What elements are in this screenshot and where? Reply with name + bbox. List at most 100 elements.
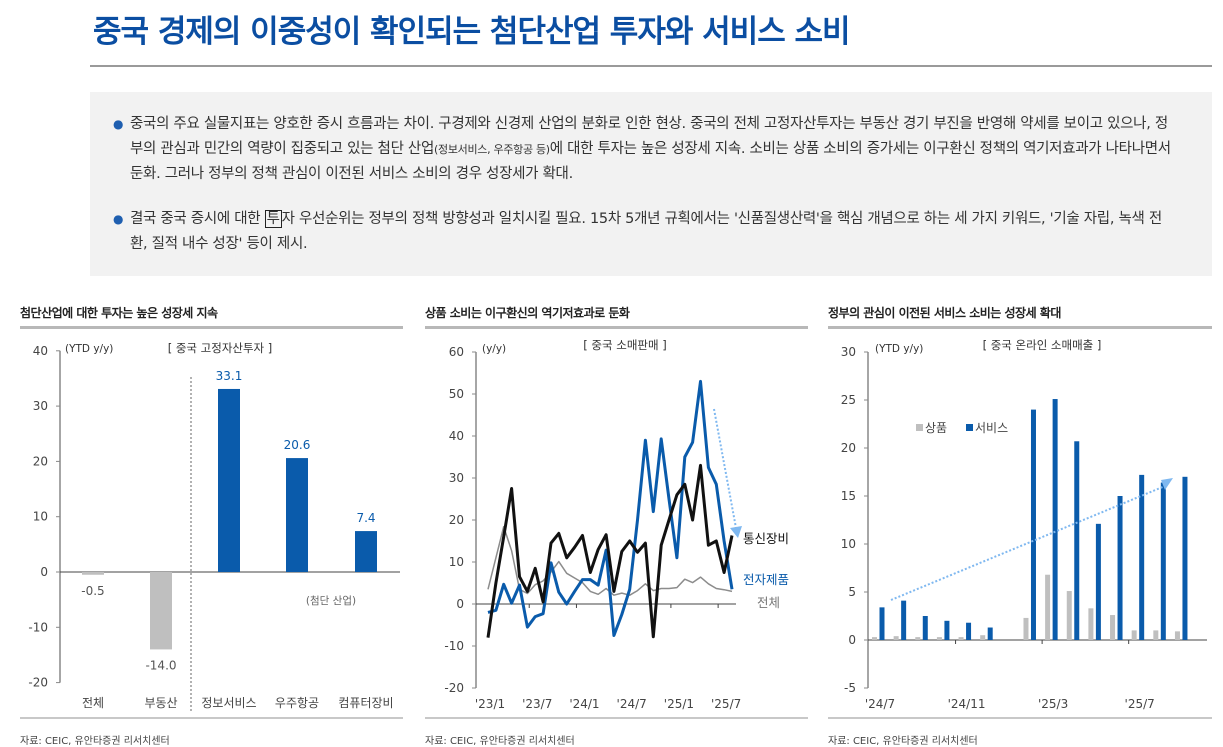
chart-1-bottom-rule (20, 717, 403, 719)
x-tick-label: '25/3 (1038, 697, 1068, 711)
chart-1-title-rule (20, 326, 403, 329)
y-tick-label: -20 (444, 681, 464, 695)
bar-goods-25/3 (1045, 574, 1051, 640)
y-tick-label: 15 (841, 489, 856, 503)
chart-1-panel-title: 첨단산업에 대한 투자는 높은 성장세 지속 (20, 306, 218, 320)
y-tick-label: 0 (456, 597, 464, 611)
bar-services-24/9 (922, 616, 928, 640)
bar-전체 (82, 572, 104, 575)
bar-goods-25/2 (1023, 617, 1029, 640)
bullet-2-text-b: 자 우선순위는 정부의 정책 방향성과 일치시킬 필요. 15차 5개년 규획에… (130, 211, 1162, 252)
bar-goods-25/5 (1088, 608, 1094, 640)
y-tick-label: 10 (33, 510, 48, 524)
x-tick-label: '24/7 (617, 697, 647, 711)
y-tick-label: 25 (841, 393, 856, 407)
bar-services-25/7 (1139, 474, 1145, 640)
arrow-head-icon (730, 526, 742, 538)
bar-goods-25/7 (1131, 630, 1137, 640)
bar-정보서비스 (218, 388, 240, 572)
bullet-2-text-a: 결국 중국 증시에 대한 (130, 211, 265, 227)
bar-goods-25/9 (1174, 631, 1180, 640)
y-tick-label: -10 (444, 639, 464, 653)
bar-goods-25/8 (1153, 630, 1159, 640)
y-tick-label: 0 (848, 633, 856, 647)
bar-services-24/11 (966, 622, 972, 640)
data-label: 33.1 (216, 369, 243, 383)
legend-label: 서비스 (975, 421, 1008, 435)
chart-2-source: 자료: CEIC, 유안타증권 리서치센터 (425, 736, 575, 747)
legend-swatch-goods (916, 424, 923, 431)
y-tick-label: -20 (28, 676, 48, 690)
y-tick-label: 60 (449, 345, 464, 359)
x-category-label: 컴퓨터장비 (338, 696, 393, 710)
x-tick-label: '24/1 (569, 697, 599, 711)
bar-services-25/8 (1160, 482, 1166, 640)
bar-goods-25/6 (1110, 615, 1116, 640)
series-line-전자제품 (487, 379, 734, 637)
bar-goods-24/12 (980, 635, 986, 640)
chart-3-bottom-rule (828, 717, 1212, 719)
chart-3-source: 자료: CEIC, 유안타증권 리서치센터 (828, 736, 978, 747)
y-tick-label: 30 (841, 345, 856, 359)
bar-services-25/9 (1182, 476, 1188, 640)
summary-box: ● 중국의 주요 실물지표는 양호한 증시 흐름과는 차이. 구경제와 신경제 … (90, 92, 1212, 276)
y-tick-label: 30 (449, 471, 464, 485)
x-tick-label: '24/7 (865, 697, 895, 711)
data-label: -0.5 (81, 584, 104, 598)
group-annotation: (첨단 산업) (306, 594, 356, 607)
bar-services-25/5 (1095, 523, 1101, 640)
arrow-head-icon (1161, 478, 1173, 490)
chart-2-title-rule (425, 326, 808, 329)
series-label: 통신장비 (743, 531, 789, 546)
chart-3-svg: -5 0 5 10 15 20 25 30 (YTD y/y) [ 중국 온라인 소매매출 ] '2… (841, 338, 1207, 711)
bar-services-25/2 (1030, 409, 1036, 640)
data-label: -14.0 (145, 658, 176, 672)
y-tick-label: 20 (841, 441, 856, 455)
legend-swatch-services (966, 424, 973, 431)
bullet-icon: ● (113, 212, 124, 226)
x-tick-label: '25/7 (1125, 697, 1155, 711)
chart-2-panel-title: 상품 소비는 이구환신의 역기저효과로 둔화 (425, 306, 630, 320)
y-axis-unit: (YTD y/y) (875, 343, 923, 355)
chart-title: [ 중국 온라인 소매매출 ] (983, 338, 1102, 352)
bar-goods-24/8 (893, 636, 899, 640)
x-tick-label: '23/7 (522, 697, 552, 711)
y-tick-label: 40 (33, 344, 48, 358)
y-tick-label: 10 (449, 555, 464, 569)
bar-services-24/7 (879, 607, 885, 640)
trend-arrow (890, 485, 1166, 601)
chart-3-title-rule (828, 326, 1212, 329)
bar-부동산 (150, 572, 172, 650)
bar-services-25/6 (1117, 496, 1123, 640)
x-tick-label: '25/1 (664, 697, 694, 711)
bar-services-25/4 (1074, 441, 1080, 640)
data-label: 7.4 (356, 511, 375, 525)
y-tick-label: 20 (33, 454, 48, 468)
bar-services-24/8 (901, 600, 907, 640)
bar-goods-24/11 (958, 637, 964, 640)
bar-우주항공 (286, 458, 308, 572)
y-tick-label: 20 (449, 513, 464, 527)
bar-services-24/12 (987, 627, 993, 640)
x-category-label: 정보서비스 (201, 696, 256, 710)
bar-services-24/10 (944, 620, 950, 640)
y-tick-label: 10 (841, 537, 856, 551)
bullet-1-text-b: 에 대한 투자는 높은 성장세 지속. 소비는 상품 소비의 증가세는 이구환신… (130, 141, 1171, 182)
bar-goods-24/9 (915, 637, 921, 640)
x-tick-label: '25/7 (711, 697, 741, 711)
series-label: 전자제품 (743, 572, 789, 587)
y-tick-label: 30 (33, 399, 48, 413)
series-label: 전체 (757, 595, 780, 610)
y-tick-label: 40 (449, 429, 464, 443)
x-tick-label: '24/11 (948, 697, 986, 711)
bar-services-25/3 (1052, 399, 1058, 640)
chart-1-source: 자료: CEIC, 유안타증권 리서치센터 (20, 736, 170, 747)
bullet-2-text-boxed: 투 (264, 210, 282, 228)
x-category-label: 우주항공 (275, 696, 319, 710)
y-tick-label: 5 (848, 585, 856, 599)
chart-title: [ 중국 소매판매 ] (583, 338, 666, 352)
chart-2-bottom-rule (425, 717, 808, 719)
series-line-통신장비 (486, 463, 734, 639)
chart-1-svg: -20 -10 0 10 20 30 40 (YTD y/y) [ 중국 고정자산투자 ] -0.… (28, 341, 400, 713)
